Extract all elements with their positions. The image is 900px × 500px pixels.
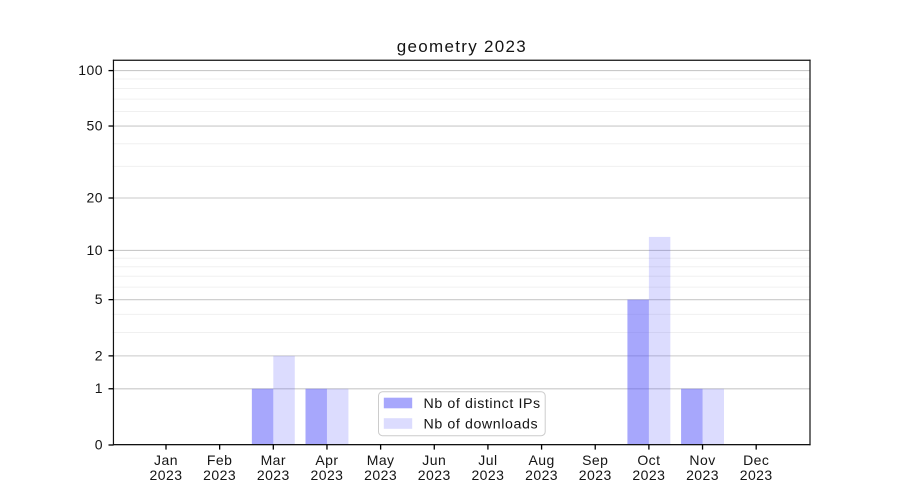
svg-text:2023: 2023 (525, 467, 558, 483)
svg-text:May: May (367, 452, 395, 468)
svg-text:Mar: Mar (261, 452, 286, 468)
svg-text:Jul: Jul (478, 452, 497, 468)
svg-text:100: 100 (78, 62, 103, 78)
svg-text:Jan: Jan (154, 452, 178, 468)
svg-text:Oct: Oct (637, 452, 660, 468)
svg-text:10: 10 (87, 242, 103, 258)
svg-text:2: 2 (95, 347, 103, 363)
svg-text:2023: 2023 (257, 467, 290, 483)
svg-text:2023: 2023 (686, 467, 719, 483)
svg-text:Nb of downloads: Nb of downloads (424, 416, 539, 432)
svg-text:Nov: Nov (689, 452, 715, 468)
svg-text:Feb: Feb (207, 452, 232, 468)
svg-text:2023: 2023 (310, 467, 343, 483)
svg-text:5: 5 (95, 291, 103, 307)
svg-text:Jun: Jun (422, 452, 446, 468)
svg-text:2023: 2023 (579, 467, 612, 483)
svg-text:2023: 2023 (364, 467, 397, 483)
svg-text:Aug: Aug (528, 452, 554, 468)
svg-text:0: 0 (95, 436, 103, 452)
svg-text:2023: 2023 (632, 467, 665, 483)
svg-text:Dec: Dec (743, 452, 769, 468)
svg-text:20: 20 (87, 189, 103, 205)
svg-text:Sep: Sep (582, 452, 608, 468)
svg-text:geometry 2023: geometry 2023 (397, 37, 527, 56)
svg-text:2023: 2023 (418, 467, 451, 483)
svg-text:1: 1 (95, 380, 103, 396)
svg-text:Nb of distinct IPs: Nb of distinct IPs (424, 396, 541, 412)
svg-text:Apr: Apr (315, 452, 338, 468)
svg-text:2023: 2023 (740, 467, 773, 483)
svg-text:50: 50 (87, 117, 103, 133)
svg-text:2023: 2023 (150, 467, 183, 483)
svg-text:2023: 2023 (471, 467, 504, 483)
svg-text:2023: 2023 (203, 467, 236, 483)
